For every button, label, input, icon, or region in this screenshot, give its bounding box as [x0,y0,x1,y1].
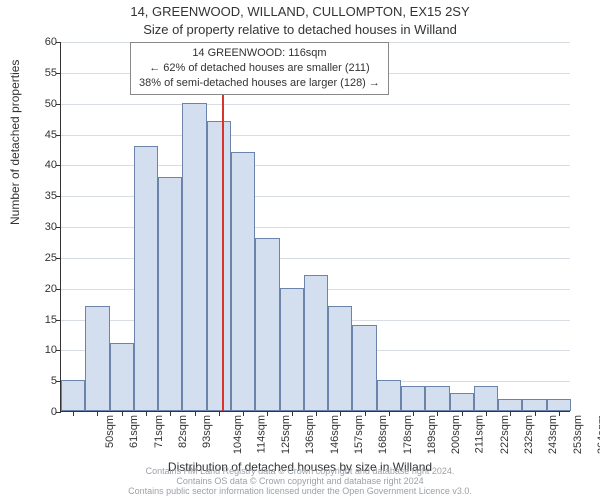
xtick-mark [292,411,293,416]
xtick-mark [389,411,390,416]
xtick-label: 136sqm [305,415,317,454]
xtick-label: 50sqm [104,415,116,448]
xtick-mark [316,411,317,416]
ytick-label: 55 [33,67,57,79]
xtick-label: 243sqm [547,415,559,454]
gridline [61,104,570,105]
annotation-line-2: ← 62% of detached houses are smaller (21… [139,61,380,76]
xtick-label: 232sqm [523,415,535,454]
bar [547,399,571,411]
xtick-mark [219,411,220,416]
xtick-label: 178sqm [402,415,414,454]
chart-container: 14, GREENWOOD, WILLAND, CULLOMPTON, EX15… [0,0,600,500]
ytick-label: 45 [33,129,57,141]
ytick-label: 25 [33,252,57,264]
xtick-mark [73,411,74,416]
bar [522,399,546,411]
annotation-line-1: 14 GREENWOOD: 116sqm [139,46,380,61]
xtick-label: 114sqm [255,415,267,453]
xtick-label: 82sqm [177,415,189,448]
ytick-label: 35 [33,190,57,202]
xtick-mark [243,411,244,416]
annotation-line-3: 38% of semi-detached houses are larger (… [139,76,380,91]
xtick-label: 146sqm [329,415,341,454]
xtick-mark [413,411,414,416]
xtick-label: 71sqm [153,415,165,448]
attribution: Contains HM Land Registry data © Crown c… [0,467,600,497]
ytick-label: 15 [33,314,57,326]
xtick-mark [486,411,487,416]
xtick-label: 264sqm [596,415,600,454]
marker-line [222,42,224,411]
title-sub: Size of property relative to detached ho… [0,22,600,37]
bar [255,238,279,411]
bar [85,306,109,411]
xtick-label: 200sqm [450,415,462,454]
ytick-label: 0 [33,406,57,418]
bar [231,152,255,411]
xtick-label: 168sqm [377,415,389,454]
attribution-line-3: Contains public sector information licen… [0,487,600,497]
bar [134,146,158,411]
xtick-label: 125sqm [280,415,292,454]
xtick-label: 222sqm [499,415,511,454]
xtick-label: 104sqm [232,415,244,454]
bar [61,380,85,411]
bar [377,380,401,411]
ytick-label: 5 [33,375,57,387]
xtick-mark [122,411,123,416]
xtick-label: 157sqm [353,415,365,454]
bar [425,386,449,411]
xtick-mark [462,411,463,416]
xtick-mark [97,411,98,416]
bar [158,177,182,411]
xtick-label: 61sqm [128,415,140,448]
xtick-mark [340,411,341,416]
ytick-label: 40 [33,159,57,171]
bar [328,306,352,411]
xtick-mark [510,411,511,416]
ytick-label: 20 [33,283,57,295]
annotation-box: 14 GREENWOOD: 116sqm ← 62% of detached h… [130,42,389,95]
bar [280,288,304,411]
xtick-label: 211sqm [474,415,486,453]
bar [207,121,231,411]
xtick-label: 253sqm [572,415,584,454]
bar [182,103,206,411]
ytick-label: 60 [33,36,57,48]
xtick-label: 189sqm [426,415,438,454]
xtick-mark [437,411,438,416]
title-main: 14, GREENWOOD, WILLAND, CULLOMPTON, EX15… [0,4,600,19]
bar [304,275,328,411]
ytick-label: 50 [33,98,57,110]
bar [110,343,134,411]
xtick-mark [195,411,196,416]
xtick-label: 93sqm [201,415,213,448]
xtick-mark [559,411,560,416]
plot-area: 05101520253035404550556050sqm61sqm71sqm8… [60,42,570,412]
xtick-mark [146,411,147,416]
xtick-mark [267,411,268,416]
bar [474,386,498,411]
bar [450,393,474,412]
ytick-label: 10 [33,344,57,356]
xtick-mark [170,411,171,416]
xtick-mark [365,411,366,416]
xtick-mark [535,411,536,416]
ytick-label: 30 [33,221,57,233]
bar [498,399,522,411]
bar [352,325,376,411]
y-axis-label: Number of detached properties [8,60,22,225]
gridline [61,135,570,136]
bar [401,386,425,411]
